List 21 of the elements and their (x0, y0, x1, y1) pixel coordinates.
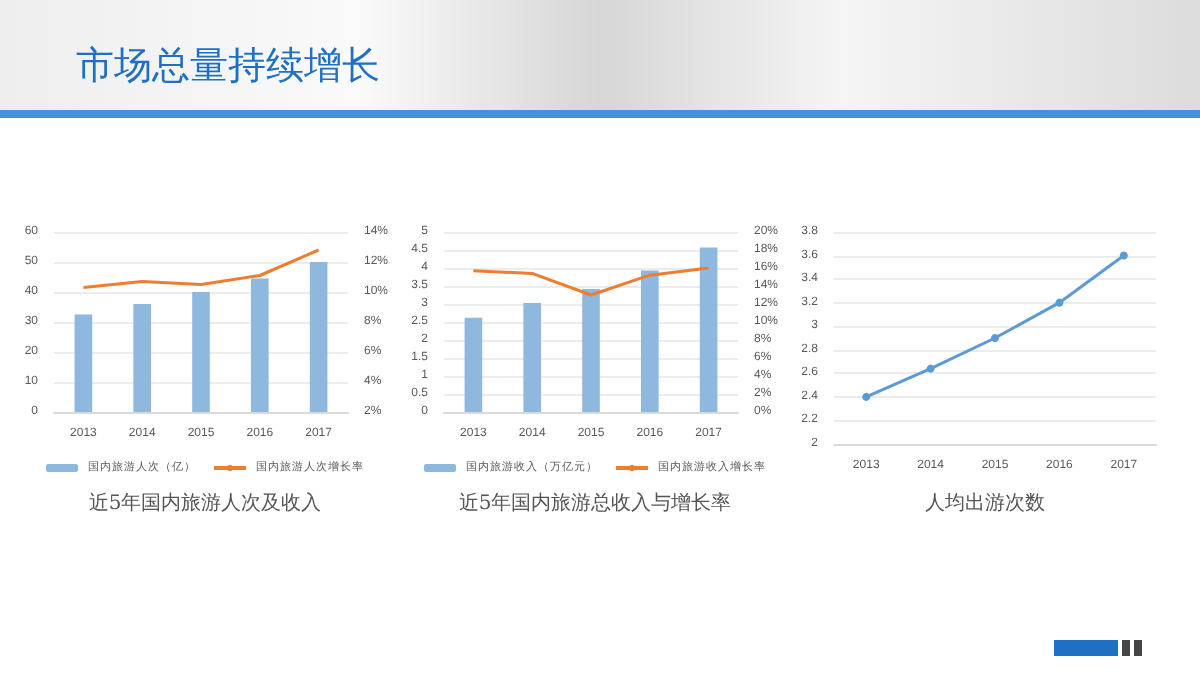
bar (309, 262, 328, 412)
text: 近5年国内旅游人次及收入 (88, 491, 322, 515)
text: 人均出游次数 (925, 491, 1045, 515)
point (991, 334, 999, 342)
text: 近5年国内旅游总收入与增长率 (458, 491, 732, 515)
bar (699, 247, 718, 412)
bar (192, 292, 210, 412)
bar (582, 288, 600, 412)
point (1119, 251, 1128, 260)
point (1055, 298, 1064, 307)
point (926, 364, 935, 373)
line-series (81, 248, 321, 289)
bar (74, 314, 93, 412)
bar (640, 270, 659, 412)
point (862, 392, 871, 401)
text: 市场总量持续增长 (76, 42, 380, 92)
bar (250, 278, 269, 412)
line-series (471, 266, 711, 297)
bar (523, 302, 542, 412)
bar (464, 317, 483, 412)
bar (133, 304, 152, 412)
